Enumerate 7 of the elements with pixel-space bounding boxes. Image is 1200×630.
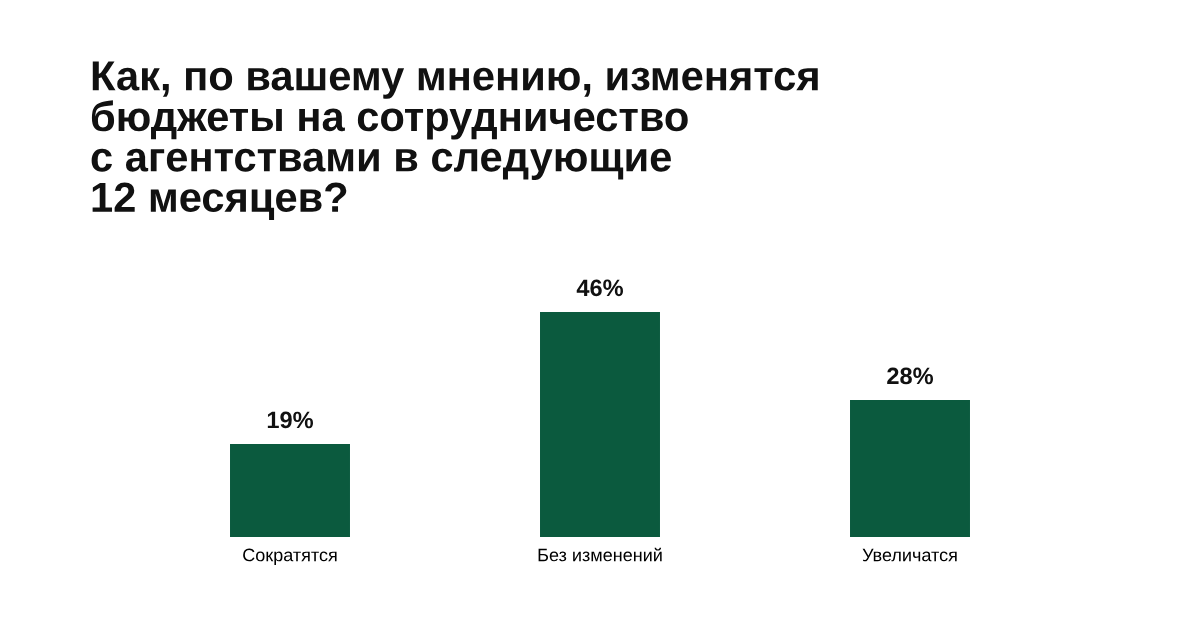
x-tick-label: Увеличатся xyxy=(862,548,957,562)
data-label: 28% xyxy=(887,367,934,385)
x-tick-label: Сократятся xyxy=(243,548,337,565)
chart-title: Как, по вашему мнению, изменятся бюджеты на сотрудничество с агентствами в следующие 12 месяцев? xyxy=(91,61,818,220)
data-label: 46% xyxy=(576,279,624,297)
x-tick-label: Без изменений xyxy=(538,547,662,562)
data-label: 19% xyxy=(267,411,314,429)
